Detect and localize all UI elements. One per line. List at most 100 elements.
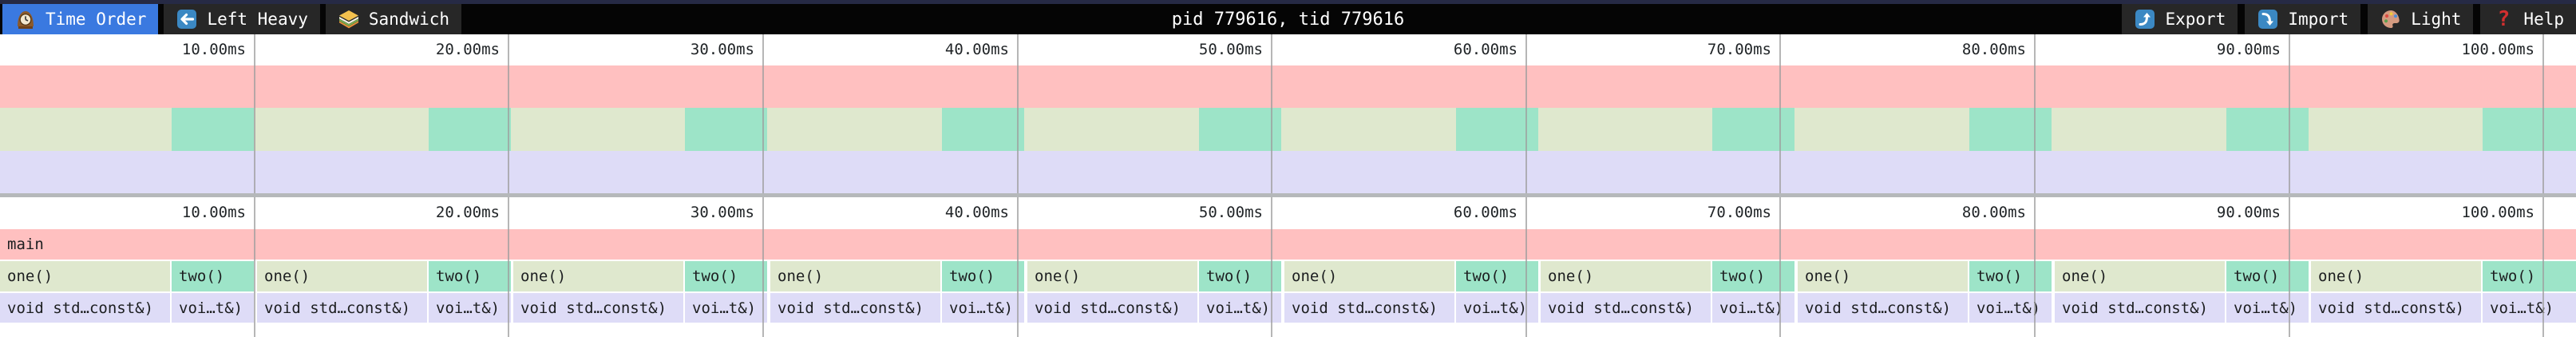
tab-time-order[interactable]: Time Order [2, 4, 159, 34]
frame-cell-two[interactable]: two() [1199, 261, 1281, 291]
toolbar-top-strip [0, 0, 2576, 4]
minimap-band-depth1[interactable] [0, 108, 2576, 151]
frame-cell-void[interactable]: voi…t&) [685, 293, 767, 323]
frame-cell-void[interactable]: void std…const&) [2055, 293, 2225, 323]
frame-label: two() [1977, 268, 2023, 285]
frame-cell-void[interactable]: voi…t&) [942, 293, 1024, 323]
frame-cell-void[interactable]: voi…t&) [2226, 293, 2309, 323]
frame-cell-void[interactable]: void std…const&) [0, 293, 170, 323]
frame-cell-two[interactable]: two() [2226, 261, 2309, 291]
frame-cell-void[interactable]: void std…const&) [2311, 293, 2481, 323]
frame-cell-two[interactable]: two() [1456, 261, 1538, 291]
frame-cell-void[interactable]: voi…t&) [2483, 293, 2576, 323]
frame-label: one() [2318, 268, 2364, 285]
frame-cell-two[interactable]: two() [172, 261, 254, 291]
frame-label: voi…t&) [179, 299, 243, 317]
minimap-band-main[interactable] [0, 65, 2576, 108]
action-label: Import [2288, 10, 2349, 29]
ruler-tick-label: 30.00ms [690, 41, 754, 58]
ruler-tick-label: 50.00ms [1198, 204, 1263, 221]
flame-row-main: main [0, 229, 2576, 260]
frame-cell-void[interactable]: voi…t&) [172, 293, 254, 323]
frame-cell-void[interactable]: void std…const&) [1027, 293, 1197, 323]
minimap-two-block [429, 108, 511, 151]
gridline [1525, 197, 1527, 337]
frame-cell-void[interactable]: voi…t&) [1456, 293, 1538, 323]
minimap-ruler: 10.00ms 20.00ms 30.00ms 40.00ms 50.00ms 60.00… [0, 34, 2576, 65]
ruler-tick-label: 100.00ms [2461, 204, 2534, 221]
frame-cell-two[interactable]: two() [1712, 261, 1794, 291]
frame-label: void std…const&) [264, 299, 411, 317]
frame-cell-two[interactable]: two() [429, 261, 511, 291]
frame-label: one() [1548, 268, 1594, 285]
tab-left-heavy[interactable]: Left Heavy [164, 4, 320, 34]
flame-row-depth-2: void std…const&) voi…t&) void std…const&) v… [0, 293, 2576, 323]
frame-cell-one[interactable]: one() [2055, 261, 2225, 291]
gridline [2289, 34, 2290, 193]
frame-label: main [7, 236, 44, 253]
tab-label: Left Heavy [207, 10, 308, 29]
gridline [2034, 34, 2036, 193]
ruler-tick-label: 40.00ms [944, 41, 1009, 58]
frame-cell-void[interactable]: void std…const&) [1284, 293, 1454, 323]
frame-label: voi…t&) [949, 299, 1014, 317]
frame-cell-void[interactable]: voi…t&) [1199, 293, 1281, 323]
frame-cell-one[interactable]: one() [1798, 261, 1968, 291]
action-theme[interactable]: Light [2368, 4, 2474, 34]
export-icon [2134, 8, 2156, 30]
frame-cell-one[interactable]: one() [1284, 261, 1454, 291]
frame-label: two() [436, 268, 482, 285]
frame-cell-one[interactable]: one() [1027, 261, 1197, 291]
frame-cell-void[interactable]: void std…const&) [257, 293, 427, 323]
gridline [2289, 197, 2290, 337]
gridline [762, 197, 764, 337]
frame-label: void std…const&) [2062, 299, 2209, 317]
frame-cell-two[interactable]: two() [2483, 261, 2576, 291]
minimap-separator [0, 193, 2576, 197]
frame-cell-void[interactable]: voi…t&) [1969, 293, 2052, 323]
frame-cell-main[interactable]: main [0, 229, 2576, 260]
gridline [1271, 34, 1272, 193]
frame-cell-two[interactable]: two() [685, 261, 767, 291]
frame-cell-void[interactable]: void std…const&) [1798, 293, 1968, 323]
minimap-two-block [1456, 108, 1538, 151]
action-import[interactable]: Import [2245, 4, 2361, 34]
frame-cell-one[interactable]: one() [770, 261, 940, 291]
frame-label: two() [692, 268, 738, 285]
ruler-tick-label: 60.00ms [1453, 41, 1518, 58]
frame-cell-one[interactable]: one() [513, 261, 683, 291]
frame-cell-void[interactable]: voi…t&) [1712, 293, 1794, 323]
frame-cell-void[interactable]: void std…const&) [770, 293, 940, 323]
frame-label: one() [7, 268, 53, 285]
gridline [508, 34, 509, 193]
action-export[interactable]: Export [2122, 4, 2238, 34]
frame-cell-void[interactable]: void std…const&) [513, 293, 683, 323]
ruler-tick-label: 70.00ms [1707, 41, 1771, 58]
flame-row-depth-1: one() two() one() two() one() two() one() two()… [0, 261, 2576, 291]
tab-label: Time Order [46, 10, 147, 29]
flamegraph[interactable]: 10.00ms 20.00ms 30.00ms 40.00ms 50.00ms 60.00… [0, 197, 2576, 337]
ruler-tick-label: 10.00ms [181, 204, 246, 221]
gridline [1017, 34, 1019, 193]
frame-cell-void[interactable]: void std…const&) [1541, 293, 1711, 323]
frame-cell-void[interactable]: voi…t&) [429, 293, 511, 323]
frame-cell-one[interactable]: one() [257, 261, 427, 291]
ruler-tick-label: 100.00ms [2461, 41, 2534, 58]
frame-label: two() [949, 268, 995, 285]
action-help[interactable]: ? Help [2480, 4, 2576, 34]
toolbar: Time Order Left Heavy Sandwich pid 779616,… [0, 0, 2576, 34]
frame-cell-one[interactable]: one() [1541, 261, 1711, 291]
frame-cell-one[interactable]: one() [0, 261, 170, 291]
minimap[interactable]: 10.00ms 20.00ms 30.00ms 40.00ms 50.00ms 60.00… [0, 34, 2576, 193]
frame-cell-one[interactable]: one() [2311, 261, 2481, 291]
toolbar-actions: Export Import Light? Help [2122, 4, 2576, 34]
frame-label: one() [1805, 268, 1851, 285]
ruler-tick-label: 30.00ms [690, 204, 754, 221]
tab-sandwich[interactable]: Sandwich [325, 4, 462, 34]
frame-cell-two[interactable]: two() [942, 261, 1024, 291]
frame-label: one() [2062, 268, 2108, 285]
minimap-two-block [1712, 108, 1794, 151]
frame-cell-two[interactable]: two() [1969, 261, 2052, 291]
minimap-band-depth2[interactable] [0, 151, 2576, 193]
